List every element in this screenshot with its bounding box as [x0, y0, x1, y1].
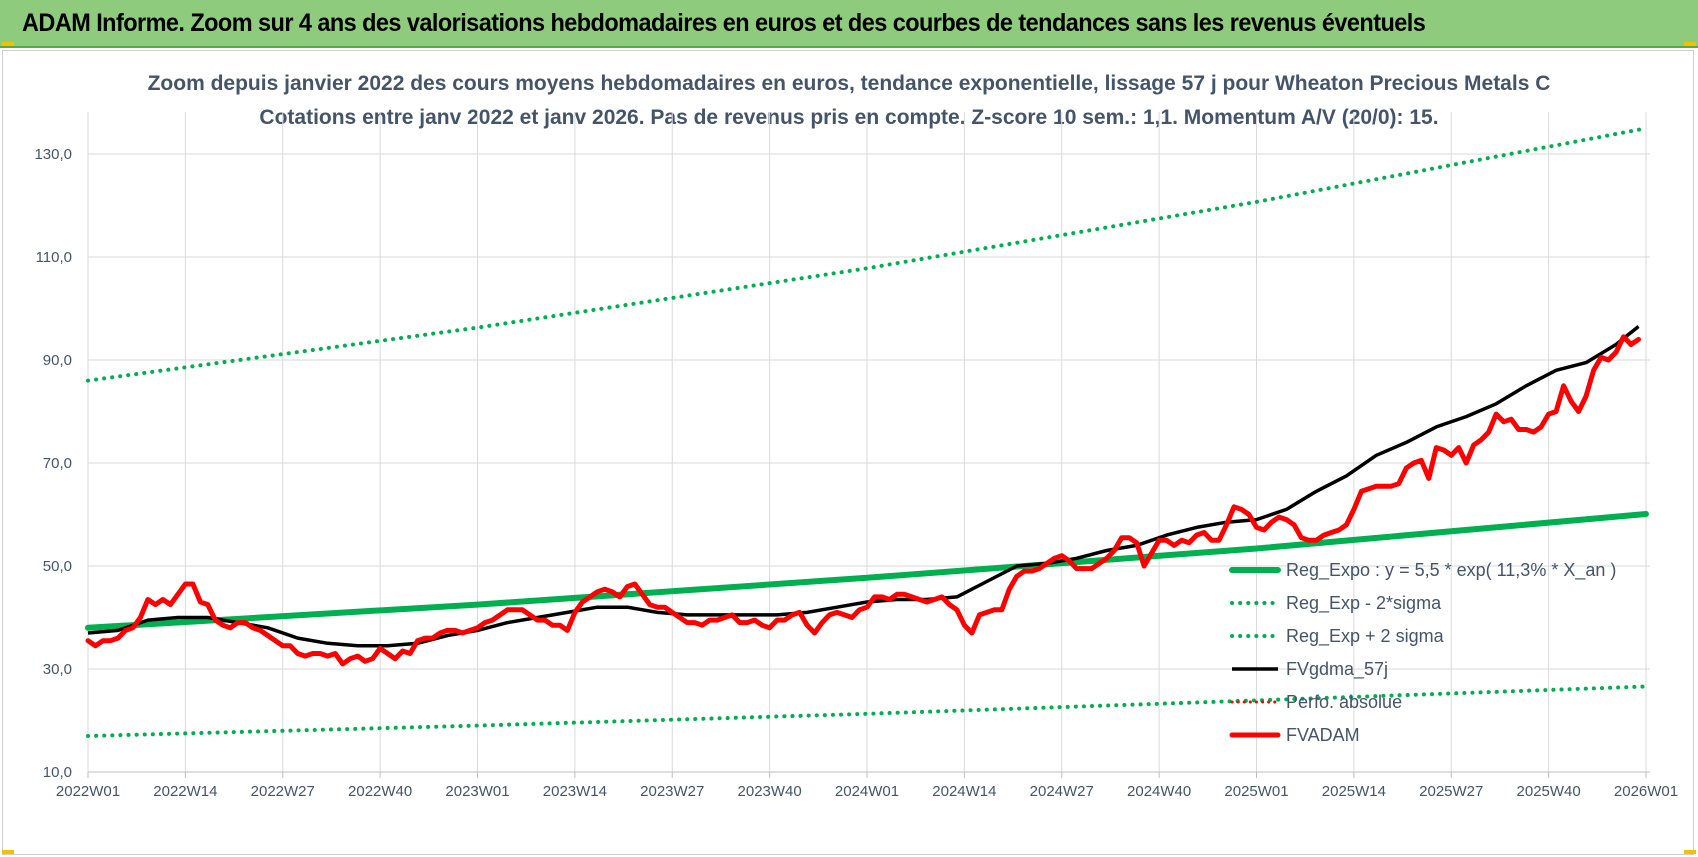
x-tick-label: 2022W40: [348, 783, 412, 800]
grid: [87, 112, 1650, 773]
report-title: ADAM Informe. Zoom sur 4 ans des valoris…: [22, 9, 1426, 37]
legend-label-reg_expo: Reg_Expo : y = 5,5 * exp( 11,3% * X_an ): [1286, 560, 1616, 581]
x-tick-label: 2026W01: [1614, 783, 1678, 800]
x-tick-label: 2024W40: [1127, 783, 1191, 800]
y-tick-label: 70,0: [43, 455, 72, 472]
frame-corner-right: [1684, 42, 1696, 46]
x-tick-label: 2023W14: [543, 783, 607, 800]
y-tick-label: 10,0: [43, 764, 72, 781]
series-line-reg_expo: [85, 511, 1649, 631]
x-tick-label: 2023W27: [640, 783, 704, 800]
x-tick-label: 2025W27: [1419, 783, 1483, 800]
x-tick-label: 2022W27: [251, 783, 315, 800]
x-tick-label: 2023W40: [738, 783, 802, 800]
legend-label-fvgdma_57j: FVgdma_57j: [1286, 659, 1388, 680]
y-tick-label: 110,0: [36, 249, 72, 266]
x-tick-label: 2025W40: [1517, 783, 1581, 800]
x-tick-label: 2022W14: [153, 783, 217, 800]
legend-label-reg_exp: Reg_Exp - 2*sigma: [1286, 593, 1442, 614]
x-tick-label: 2025W01: [1224, 783, 1288, 800]
y-tick-label: 90,0: [43, 352, 72, 369]
chart-subtitle: Cotations entre janv 2022 et janv 2026. …: [259, 106, 1438, 129]
x-tick-label: 2022W01: [56, 783, 120, 800]
frame-corner-bottom-left: [2, 850, 14, 854]
series-line-reg_exp: [86, 684, 1648, 738]
report-header: ADAM Informe. Zoom sur 4 ans des valoris…: [0, 0, 1698, 48]
series-line-fvadam: [85, 334, 1641, 667]
y-tick-label: 30,0: [43, 661, 72, 678]
frame-corner-bottom-right: [1684, 850, 1696, 854]
chart-frame: [2, 50, 1694, 855]
plot-area: [85, 126, 1649, 738]
x-tick-label: 2023W01: [445, 783, 509, 800]
frame-corner-left: [2, 42, 14, 46]
x-tick-label: 2024W01: [835, 783, 899, 800]
x-tick-label: 2024W14: [932, 783, 996, 800]
series-line-fvgdma_57j: [87, 325, 1640, 648]
y-tick-label: 130,0: [34, 146, 72, 163]
x-tick-label: 2025W14: [1322, 783, 1386, 800]
axes: 10,0 30,0 50,0 70,0 90,0 110,0 130,0 2022W01 202…: [34, 146, 1678, 800]
series-line-reg_exp: [86, 126, 1648, 383]
legend-label-perfo: Perfo. absolue: [1286, 692, 1402, 712]
chart-title: Zoom depuis janvier 2022 des cours moyen…: [148, 72, 1551, 95]
y-tick-label: 50,0: [43, 558, 72, 575]
legend-label-fvadam: FVADAM: [1286, 725, 1360, 745]
legend-label-reg_exp: Reg_Exp + 2 sigma: [1286, 626, 1445, 647]
legend: Reg_Expo : y = 5,5 * exp( 11,3% * X_an )…: [1229, 560, 1616, 745]
x-tick-label: 2024W27: [1030, 783, 1094, 800]
